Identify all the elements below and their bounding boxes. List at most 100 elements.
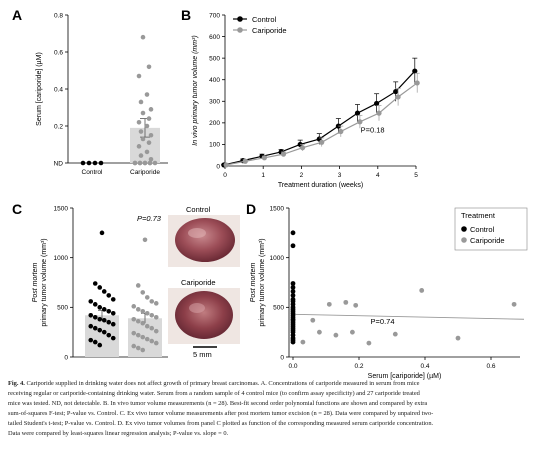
d-point-cariporide <box>353 302 359 308</box>
d-point-control <box>290 243 296 249</box>
a-point-cariporide <box>137 160 143 166</box>
caption-line-3: mice was tested. ND, not detectable. B. … <box>8 400 428 407</box>
c-point-cariporide <box>153 314 159 320</box>
d-point-control <box>290 289 296 294</box>
c-point-control <box>92 314 98 320</box>
c-point-cariporide <box>149 312 155 318</box>
d-y-tick-label: 500 <box>273 305 284 312</box>
c-point-cariporide <box>135 283 141 288</box>
a-point-control <box>98 160 104 166</box>
a-point-cariporide <box>140 136 146 142</box>
b-point-cariporide <box>300 145 306 151</box>
c-point-control <box>106 309 112 314</box>
d-point-cariporide <box>511 301 517 307</box>
d-point-cariporide <box>300 339 306 345</box>
b-y-tick-label: 200 <box>209 120 220 127</box>
a-y-tick-label: ND <box>54 160 64 167</box>
a-y-tick-label: 0.4 <box>54 86 63 93</box>
caption-line-1: Cariporide supplied in drinking water do… <box>26 380 420 387</box>
a-y-axis-label: Serum [cariporide] (µM) <box>36 52 43 126</box>
a-point-cariporide <box>136 120 142 125</box>
c-point-cariporide <box>153 301 159 306</box>
d-x-tick-label: 0.2 <box>354 363 363 370</box>
c-point-control <box>97 285 103 290</box>
d-trend-line <box>292 313 525 320</box>
tumor-photo-cariporide <box>175 291 233 339</box>
b-y-axis-label: In vivo primary tumor volume (mm³) <box>192 35 199 145</box>
caption-line-4: sum-of-squares F-test; P-value vs. Contr… <box>8 410 434 417</box>
b-y-tick-label: 300 <box>209 99 220 106</box>
c-point-control <box>101 289 107 294</box>
d-point-control <box>290 293 296 298</box>
d-x-tick-label: 0.6 <box>486 363 495 370</box>
b-point-cariporide <box>395 94 401 100</box>
d-point-cariporide <box>455 335 461 341</box>
c-point-cariporide <box>149 299 155 304</box>
c-point-control <box>110 297 116 302</box>
c-point-cariporide <box>144 310 150 316</box>
c-point-cariporide <box>135 345 141 351</box>
caption-line-5: tailed Student's t-test; P-value vs. Con… <box>8 420 434 427</box>
a-point-cariporide <box>148 107 154 112</box>
photo-label-cariporide: Cariporide <box>181 278 216 287</box>
a-point-cariporide <box>148 157 154 162</box>
tumor-highlight-cariporide <box>189 303 205 313</box>
c-point-control <box>101 329 107 335</box>
b-y-tick-label: 500 <box>209 55 220 62</box>
c-point-cariporide <box>144 295 150 300</box>
a-point-cariporide <box>146 64 152 70</box>
a-point-cariporide <box>136 144 142 149</box>
c-point-cariporide <box>140 347 146 353</box>
a-point-cariporide <box>146 140 152 145</box>
c-point-control <box>99 230 105 236</box>
chart-c: 0 500 1000 1500 Post mortem primary tumor vol… <box>32 205 168 361</box>
c-point-cariporide <box>153 328 159 334</box>
c-point-cariporide <box>144 323 150 329</box>
b-point-control <box>393 88 399 95</box>
c-point-cariporide <box>135 307 141 312</box>
d-point-control <box>290 230 296 236</box>
a-point-cariporide <box>144 123 150 129</box>
a-point-control <box>80 160 86 166</box>
caption-line-2: receiving regular or cariporide-containi… <box>8 390 420 397</box>
c-point-cariporide <box>131 343 137 349</box>
d-point-cariporide <box>310 317 316 323</box>
c-point-control <box>92 302 98 307</box>
b-point-cariporide <box>376 110 382 116</box>
b-x-tick-label: 1 <box>261 172 265 179</box>
a-point-cariporide <box>140 110 146 116</box>
c-point-control <box>88 299 94 304</box>
c-point-control <box>92 339 98 345</box>
b-point-control <box>412 68 418 74</box>
b-point-control <box>374 100 380 107</box>
d-legend-title: Treatment <box>461 211 496 220</box>
a-point-control <box>92 160 98 166</box>
c-y-axis-label-line1: Post mortem <box>32 262 39 302</box>
d-annotation-p: P=0.74 <box>371 317 395 326</box>
panel-c-letter: C <box>12 201 22 217</box>
b-point-cariporide <box>261 155 267 161</box>
d-x-axis-label: Serum [cariporide] (µM) <box>368 373 442 380</box>
a-x-tick-label: Cariporide <box>130 169 160 176</box>
panel-d-letter: D <box>246 201 256 217</box>
b-x-tick-label: 5 <box>414 172 418 179</box>
c-point-control <box>97 342 103 348</box>
c-point-control <box>97 316 103 322</box>
c-point-control <box>92 325 98 331</box>
c-point-control <box>88 323 94 329</box>
b-y-tick-label: 700 <box>209 12 220 19</box>
b-point-cariporide <box>280 151 287 157</box>
c-y-axis-label-line2: primary tumor volume (mm³) <box>41 238 48 326</box>
c-point-cariporide <box>135 332 141 338</box>
c-point-cariporide <box>153 340 159 346</box>
c-point-control <box>110 335 116 341</box>
d-legend-marker <box>461 226 467 232</box>
c-point-cariporide <box>142 237 148 243</box>
b-x-tick-label: 0 <box>223 172 227 179</box>
d-legend-marker <box>461 237 467 243</box>
b-y-tick-label: 100 <box>209 142 220 149</box>
c-y-axis-label-italic: Post mortem <box>32 262 39 302</box>
d-point-cariporide <box>350 329 355 335</box>
c-point-control <box>92 281 98 286</box>
c-point-control <box>97 327 103 333</box>
